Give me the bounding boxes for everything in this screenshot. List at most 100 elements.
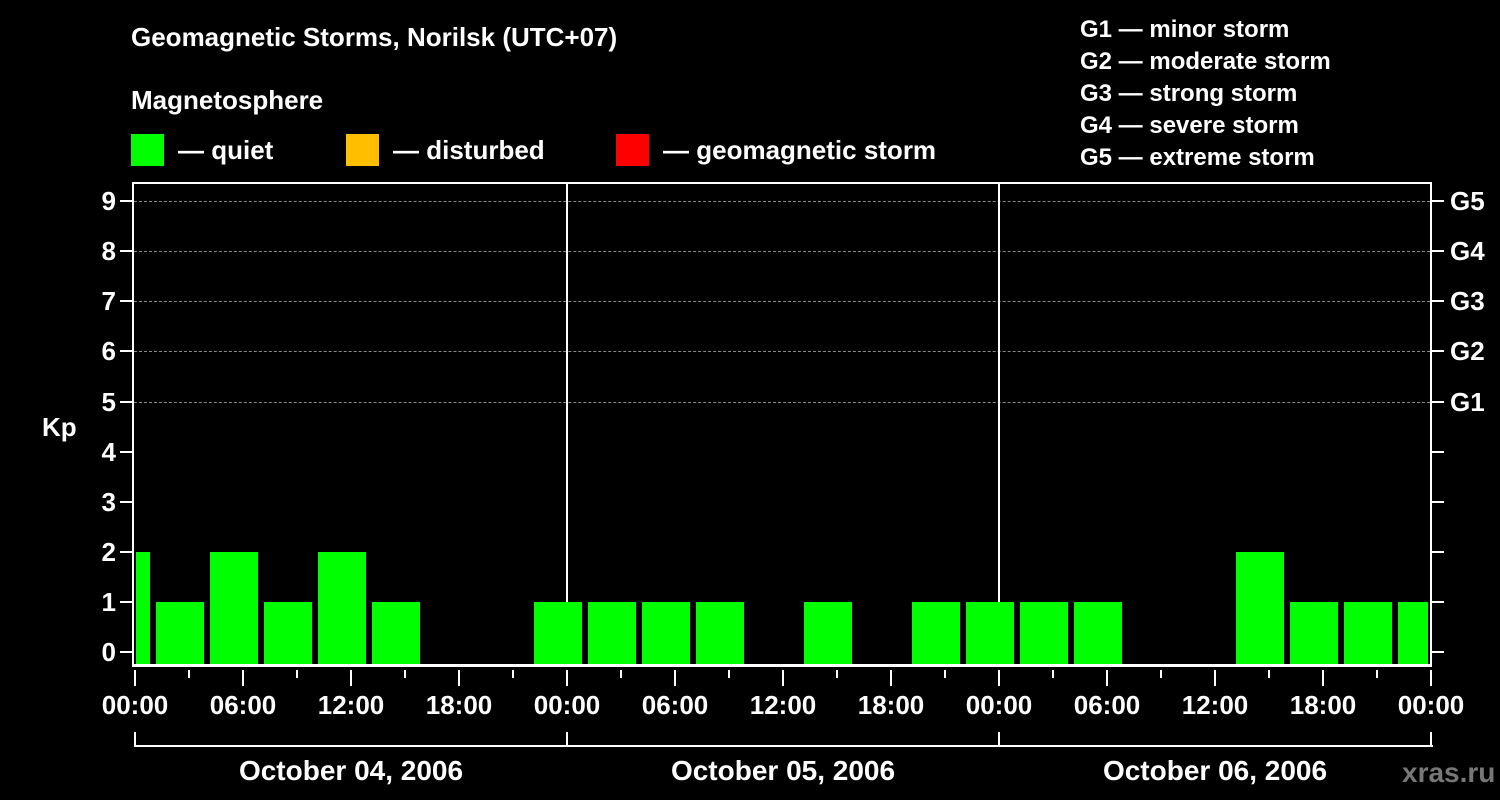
day-bracket-line — [135, 745, 1433, 747]
storm-swatch-icon — [616, 134, 649, 166]
y-tick — [120, 651, 132, 653]
x-tick-label: 00:00 — [533, 690, 601, 720]
chart-title: Geomagnetic Storms, Norilsk (UTC+07) — [131, 22, 618, 52]
storm-scale-g1: G1 — minor storm — [1080, 16, 1290, 43]
x-tick-major — [566, 670, 568, 686]
x-tick-label: 06:00 — [209, 690, 277, 720]
x-tick-minor — [728, 670, 730, 678]
day-separator — [566, 182, 568, 667]
plot-frame — [132, 182, 1432, 667]
x-tick-minor — [404, 670, 406, 678]
day-label: October 05, 2006 — [670, 755, 896, 786]
kp-bar — [642, 601, 690, 667]
y-tick-right — [1432, 250, 1444, 253]
x-tick-label: 00:00 — [101, 690, 169, 720]
watermark: xras.ru — [1402, 757, 1496, 788]
y-tick-label: 8 — [101, 236, 116, 267]
storm-scale-g2: G2 — moderate storm — [1080, 48, 1331, 75]
kp-bar — [966, 601, 1014, 667]
kp-bar — [1074, 601, 1122, 667]
x-tick-minor — [512, 670, 514, 678]
g-scale-label: G3 — [1450, 286, 1485, 317]
grid-line — [134, 351, 1430, 353]
y-tick — [120, 300, 132, 303]
day-label: October 04, 2006 — [238, 755, 464, 786]
x-tick-major — [458, 670, 460, 686]
storm-scale-g5: G5 — extreme storm — [1080, 144, 1315, 171]
disturbed-swatch-icon — [346, 134, 379, 166]
y-tick-right — [1432, 400, 1444, 403]
x-tick-minor — [1160, 670, 1162, 678]
y-tick-label: 9 — [101, 186, 116, 217]
grid-line — [134, 401, 1430, 403]
x-tick-major — [1322, 670, 1324, 686]
y-tick-label: 5 — [101, 386, 116, 417]
quiet-swatch-icon — [131, 134, 164, 166]
y-tick — [120, 550, 132, 553]
kp-bar — [210, 551, 258, 667]
day-bracket-tick — [134, 732, 136, 747]
y-tick-label: 3 — [101, 486, 116, 517]
legend-disturbed-label: — disturbed — [393, 134, 545, 165]
kp-bar — [1236, 551, 1284, 667]
x-tick-minor — [1052, 670, 1054, 678]
day-label: October 06, 2006 — [1102, 755, 1328, 786]
y-tick — [120, 500, 132, 503]
y-tick — [120, 400, 132, 403]
chart-subtitle: Magnetosphere — [131, 85, 324, 115]
y-tick-right — [1432, 500, 1444, 503]
storm-scale-g4: G4 — severe storm — [1080, 112, 1299, 139]
x-tick-major — [350, 670, 352, 686]
y-tick — [120, 450, 132, 453]
day-bracket-tick — [1430, 732, 1432, 747]
grid-line — [134, 201, 1430, 203]
y-tick-label: 2 — [101, 536, 116, 567]
storm-scale-g3: G3 — strong storm — [1080, 80, 1298, 107]
x-tick-major — [1214, 670, 1216, 686]
legend-storm: — geomagnetic storm — [616, 134, 936, 166]
x-tick-minor — [188, 670, 190, 678]
x-tick-label: 12:00 — [749, 690, 817, 720]
x-tick-label: 06:00 — [1073, 690, 1141, 720]
day-separator — [998, 182, 1000, 667]
x-tick-label: 12:00 — [1181, 690, 1249, 720]
x-tick-major — [242, 670, 244, 686]
x-tick-major — [134, 670, 136, 686]
kp-bar — [264, 601, 312, 667]
y-tick-label: 4 — [101, 436, 116, 467]
y-tick-right — [1432, 600, 1444, 603]
y-tick — [120, 250, 132, 253]
y-tick — [120, 600, 132, 603]
x-tick-major — [1430, 670, 1432, 686]
kp-bar — [372, 601, 420, 667]
x-tick-minor — [296, 670, 298, 678]
x-tick-label: 18:00 — [425, 690, 493, 720]
kp-bar — [696, 601, 744, 667]
legend-quiet-label: — quiet — [178, 134, 274, 165]
x-tick-label: 00:00 — [965, 690, 1033, 720]
kp-bar — [1290, 601, 1338, 667]
g-scale-label: G2 — [1450, 336, 1485, 367]
day-bracket-tick — [998, 732, 1000, 747]
kp-bar — [588, 601, 636, 667]
x-tick-major — [890, 670, 892, 686]
y-tick-right — [1432, 651, 1444, 653]
g-scale-label: G4 — [1450, 236, 1485, 267]
day-bracket-tick — [566, 732, 568, 747]
y-tick — [120, 200, 132, 203]
kp-bar — [156, 601, 204, 667]
g-scale-label: G5 — [1450, 186, 1485, 217]
x-tick-minor — [944, 670, 946, 678]
x-tick-major — [998, 670, 1000, 686]
kp-bar — [912, 601, 960, 667]
x-tick-minor — [836, 670, 838, 678]
x-tick-label: 18:00 — [1289, 690, 1357, 720]
y-tick — [120, 350, 132, 353]
x-tick-major — [674, 670, 676, 686]
legend-quiet: — quiet — [131, 134, 273, 166]
x-tick-minor — [1376, 670, 1378, 678]
kp-bar — [1344, 601, 1392, 667]
y-tick-label: 1 — [101, 586, 116, 617]
storm-scale-legend: G1 — minor storm G2 — moderate storm G3 … — [1080, 14, 1331, 174]
legend-storm-label: — geomagnetic storm — [663, 134, 937, 165]
